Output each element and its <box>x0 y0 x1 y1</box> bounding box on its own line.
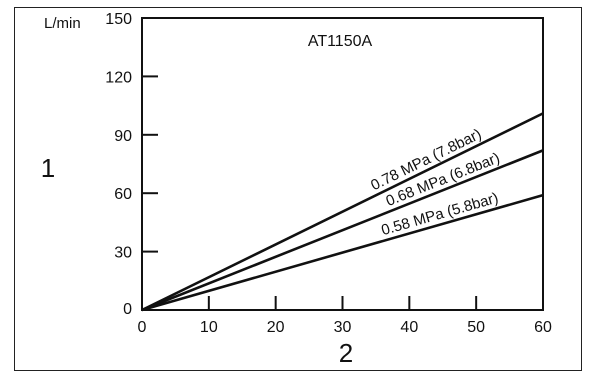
series-line <box>141 112 544 312</box>
x-tick-label: 60 <box>534 319 552 336</box>
x-tick-label: 40 <box>400 319 418 336</box>
series-group: 0.78 MPa (7.8bar)0.68 MPa (6.8bar)0.58 M… <box>141 112 544 312</box>
x-tick-label: 0 <box>138 319 147 336</box>
y-tick-label: 60 <box>114 186 132 203</box>
y-tick-label: 150 <box>105 11 132 28</box>
y-tick-label: 30 <box>114 245 132 262</box>
y-axis-label: 1 <box>41 153 55 183</box>
ticks: 0 10 20 30 40 50 60 0 30 60 90 120 150 <box>105 11 552 336</box>
x-axis-label: 2 <box>339 338 353 368</box>
series-line <box>141 149 544 312</box>
x-tick-label: 10 <box>200 319 218 336</box>
x-tick-label: 50 <box>467 319 485 336</box>
y-tick-label: 90 <box>114 128 132 145</box>
y-tick-label: 120 <box>105 69 132 86</box>
series-line <box>141 193 544 312</box>
y-tick-label: 0 <box>123 301 132 318</box>
x-tick-label: 20 <box>267 319 285 336</box>
y-unit-label: L/min <box>44 15 81 32</box>
x-tick-label: 30 <box>334 319 352 336</box>
chart-title: AT1150A <box>308 33 373 50</box>
